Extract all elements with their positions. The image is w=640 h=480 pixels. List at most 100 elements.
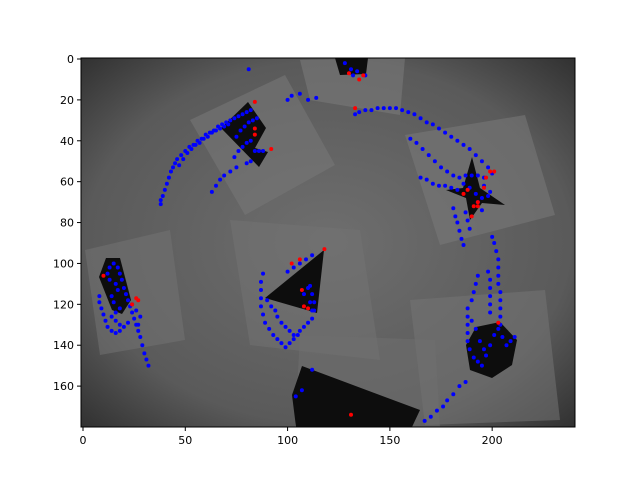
data-point xyxy=(285,97,290,102)
data-point xyxy=(455,187,460,192)
data-point xyxy=(475,273,480,278)
data-point xyxy=(303,257,308,262)
data-point xyxy=(213,128,218,133)
data-point xyxy=(115,265,120,270)
data-point xyxy=(463,173,468,178)
data-point xyxy=(213,183,218,188)
data-point xyxy=(193,142,198,147)
data-point xyxy=(479,196,484,201)
data-point xyxy=(258,288,263,293)
data-point xyxy=(463,210,468,215)
data-point xyxy=(465,306,470,311)
data-point xyxy=(115,288,120,293)
data-point xyxy=(461,243,466,248)
data-point xyxy=(162,187,167,192)
data-point xyxy=(486,165,491,170)
data-point xyxy=(310,308,315,313)
data-point xyxy=(310,316,315,321)
data-point xyxy=(238,128,243,133)
data-point xyxy=(465,339,470,344)
data-point xyxy=(101,312,106,317)
data-point xyxy=(123,292,128,297)
data-point xyxy=(134,308,139,313)
shape-top xyxy=(335,58,368,75)
y-tick-label: 120 xyxy=(53,298,74,311)
data-point xyxy=(111,300,116,305)
data-point xyxy=(166,175,171,180)
data-point xyxy=(258,296,263,301)
data-point xyxy=(279,341,284,346)
data-point xyxy=(441,404,446,409)
data-point xyxy=(117,322,122,327)
data-point xyxy=(488,189,493,194)
data-point xyxy=(109,328,114,333)
data-point xyxy=(232,155,237,160)
data-point xyxy=(465,187,470,192)
data-point xyxy=(130,310,135,315)
data-point xyxy=(289,261,294,266)
data-point xyxy=(443,183,448,188)
data-point xyxy=(248,138,253,143)
data-point xyxy=(306,320,311,325)
data-point xyxy=(492,241,497,245)
x-axis: 0 50 100 150 200 xyxy=(80,427,503,447)
data-point xyxy=(400,108,405,113)
data-point xyxy=(484,353,489,358)
data-point xyxy=(248,108,253,113)
data-point xyxy=(471,204,476,209)
data-point xyxy=(236,149,241,153)
data-point xyxy=(275,314,280,319)
data-point xyxy=(218,177,223,182)
data-point xyxy=(349,412,354,417)
data-point xyxy=(134,296,139,301)
x-tick-label: 150 xyxy=(379,434,400,447)
data-point xyxy=(105,324,110,329)
data-point xyxy=(457,228,462,233)
data-point xyxy=(97,294,102,299)
data-point xyxy=(475,200,480,205)
data-point xyxy=(486,269,491,274)
data-point xyxy=(471,290,476,295)
data-point xyxy=(297,328,302,333)
data-point xyxy=(130,302,135,307)
data-point xyxy=(171,165,176,170)
data-point xyxy=(117,306,122,311)
data-point xyxy=(314,95,319,100)
data-point xyxy=(291,337,296,342)
data-point xyxy=(295,333,300,337)
data-point xyxy=(492,333,497,337)
data-point xyxy=(475,204,480,209)
shape-star xyxy=(446,157,505,220)
data-point xyxy=(496,273,501,278)
data-point xyxy=(436,126,441,131)
data-point xyxy=(246,120,251,125)
data-point xyxy=(126,320,131,325)
data-point xyxy=(103,318,108,323)
data-point xyxy=(473,326,478,331)
data-point xyxy=(475,359,480,364)
x-tick-label: 200 xyxy=(482,434,503,447)
data-point xyxy=(494,249,499,254)
data-point xyxy=(244,161,249,166)
data-point xyxy=(430,122,435,127)
data-point xyxy=(418,116,423,121)
data-point xyxy=(228,118,233,123)
data-point xyxy=(351,73,356,78)
data-point xyxy=(451,206,456,211)
data-point xyxy=(496,265,501,270)
data-point xyxy=(240,112,245,117)
data-point xyxy=(455,220,460,225)
data-point xyxy=(258,304,263,309)
data-point xyxy=(412,112,417,117)
data-point xyxy=(420,146,425,151)
data-point xyxy=(449,185,454,190)
data-point xyxy=(357,110,362,115)
data-point xyxy=(293,394,298,399)
data-point xyxy=(197,140,202,145)
data-point xyxy=(498,306,503,311)
data-point xyxy=(492,169,497,174)
data-point xyxy=(234,165,239,170)
data-point xyxy=(459,236,464,241)
data-point xyxy=(496,257,501,262)
data-point xyxy=(117,271,122,276)
